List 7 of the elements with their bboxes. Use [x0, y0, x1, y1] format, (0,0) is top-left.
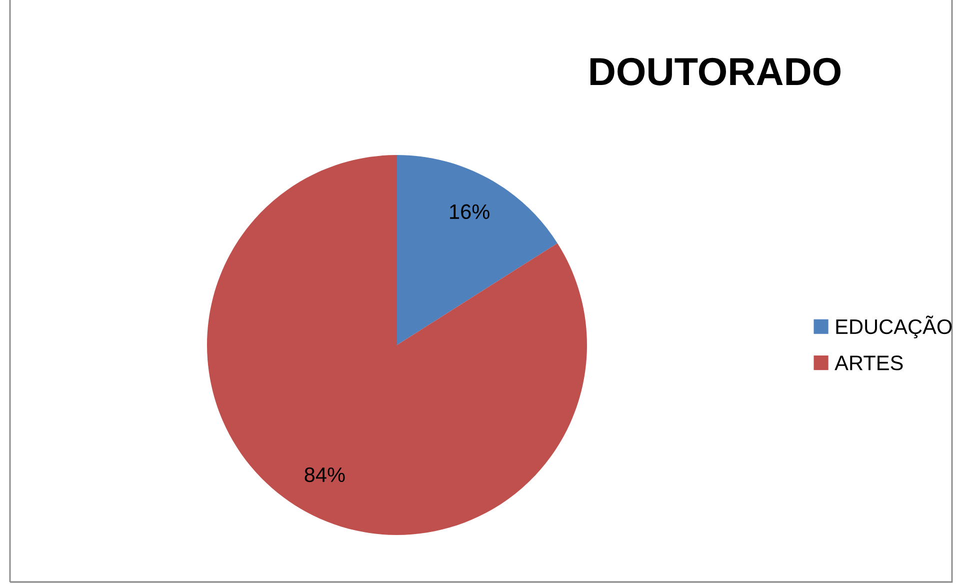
data-label: 16% [450, 204, 490, 220]
chart-title: DOUTORADO [590, 58, 840, 86]
pie-slice [397, 155, 558, 345]
data-label: 84% [304, 467, 345, 482]
legend-label: EDUCAÇÃO [836, 316, 952, 338]
pie-slice [207, 155, 587, 535]
legend-label: ARTES [834, 356, 903, 370]
